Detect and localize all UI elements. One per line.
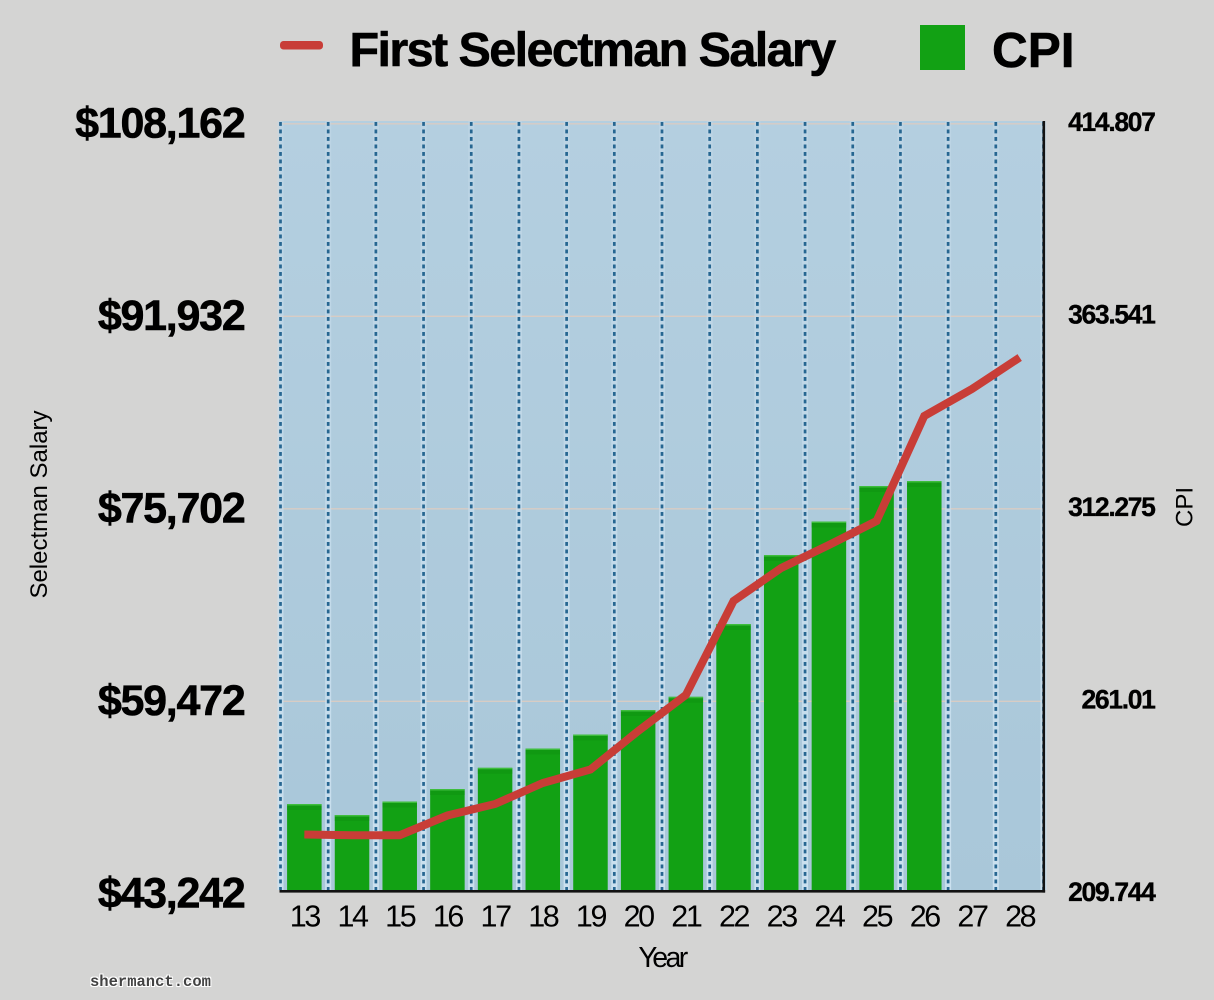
svg-text:18: 18 [528, 899, 559, 933]
svg-text:27: 27 [957, 899, 988, 933]
svg-text:$75,702: $75,702 [98, 485, 245, 533]
svg-text:26: 26 [910, 899, 941, 933]
svg-text:14: 14 [337, 899, 369, 933]
svg-text:28: 28 [1005, 899, 1036, 933]
svg-text:312.275: 312.275 [1068, 492, 1155, 522]
svg-text:15: 15 [385, 899, 416, 933]
svg-text:$43,242: $43,242 [98, 870, 245, 918]
svg-text:24: 24 [814, 899, 846, 933]
svg-text:19: 19 [576, 899, 607, 933]
svg-text:$91,932: $91,932 [98, 292, 245, 340]
svg-text:First Selectman Salary: First Selectman Salary [350, 23, 837, 77]
svg-text:CPI: CPI [1171, 487, 1198, 527]
svg-text:Year: Year [638, 942, 688, 974]
svg-text:261.01: 261.01 [1082, 685, 1156, 715]
svg-text:363.541: 363.541 [1068, 300, 1155, 330]
svg-text:$108,162: $108,162 [75, 100, 245, 148]
svg-text:$59,472: $59,472 [98, 677, 245, 725]
svg-text:13: 13 [290, 899, 321, 933]
svg-text:414.807: 414.807 [1068, 107, 1155, 137]
svg-text:25: 25 [862, 899, 893, 933]
svg-text:22: 22 [719, 899, 750, 933]
svg-text:Selectman Salary: Selectman Salary [26, 410, 53, 598]
svg-text:20: 20 [624, 899, 655, 933]
svg-text:17: 17 [481, 899, 512, 933]
svg-text:23: 23 [767, 899, 798, 933]
svg-text:CPI: CPI [992, 23, 1075, 78]
svg-text:16: 16 [433, 899, 464, 933]
svg-text:209.744: 209.744 [1068, 877, 1156, 907]
svg-text:21: 21 [671, 899, 702, 933]
